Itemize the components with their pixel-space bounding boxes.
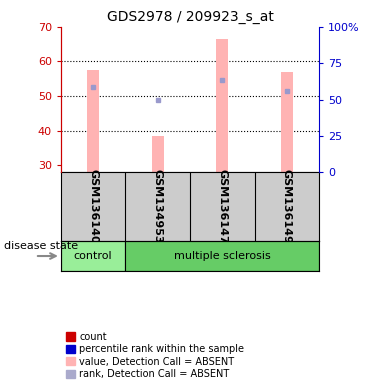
Text: control: control	[74, 251, 112, 261]
Text: multiple sclerosis: multiple sclerosis	[174, 251, 271, 261]
Bar	[125, 241, 319, 271]
Text: disease state: disease state	[4, 241, 78, 251]
Bar	[217, 39, 228, 172]
Text: GSM136140: GSM136140	[88, 169, 98, 244]
Text: GSM134953: GSM134953	[153, 169, 163, 244]
Legend: count, percentile rank within the sample, value, Detection Call = ABSENT, rank, : count, percentile rank within the sample…	[66, 332, 244, 379]
Bar	[87, 70, 99, 172]
Bar	[61, 241, 125, 271]
Text: GSM136147: GSM136147	[217, 169, 227, 244]
Title: GDS2978 / 209923_s_at: GDS2978 / 209923_s_at	[106, 10, 274, 25]
Bar	[281, 72, 293, 172]
Text: GSM136149: GSM136149	[282, 169, 292, 244]
Bar	[152, 136, 163, 172]
